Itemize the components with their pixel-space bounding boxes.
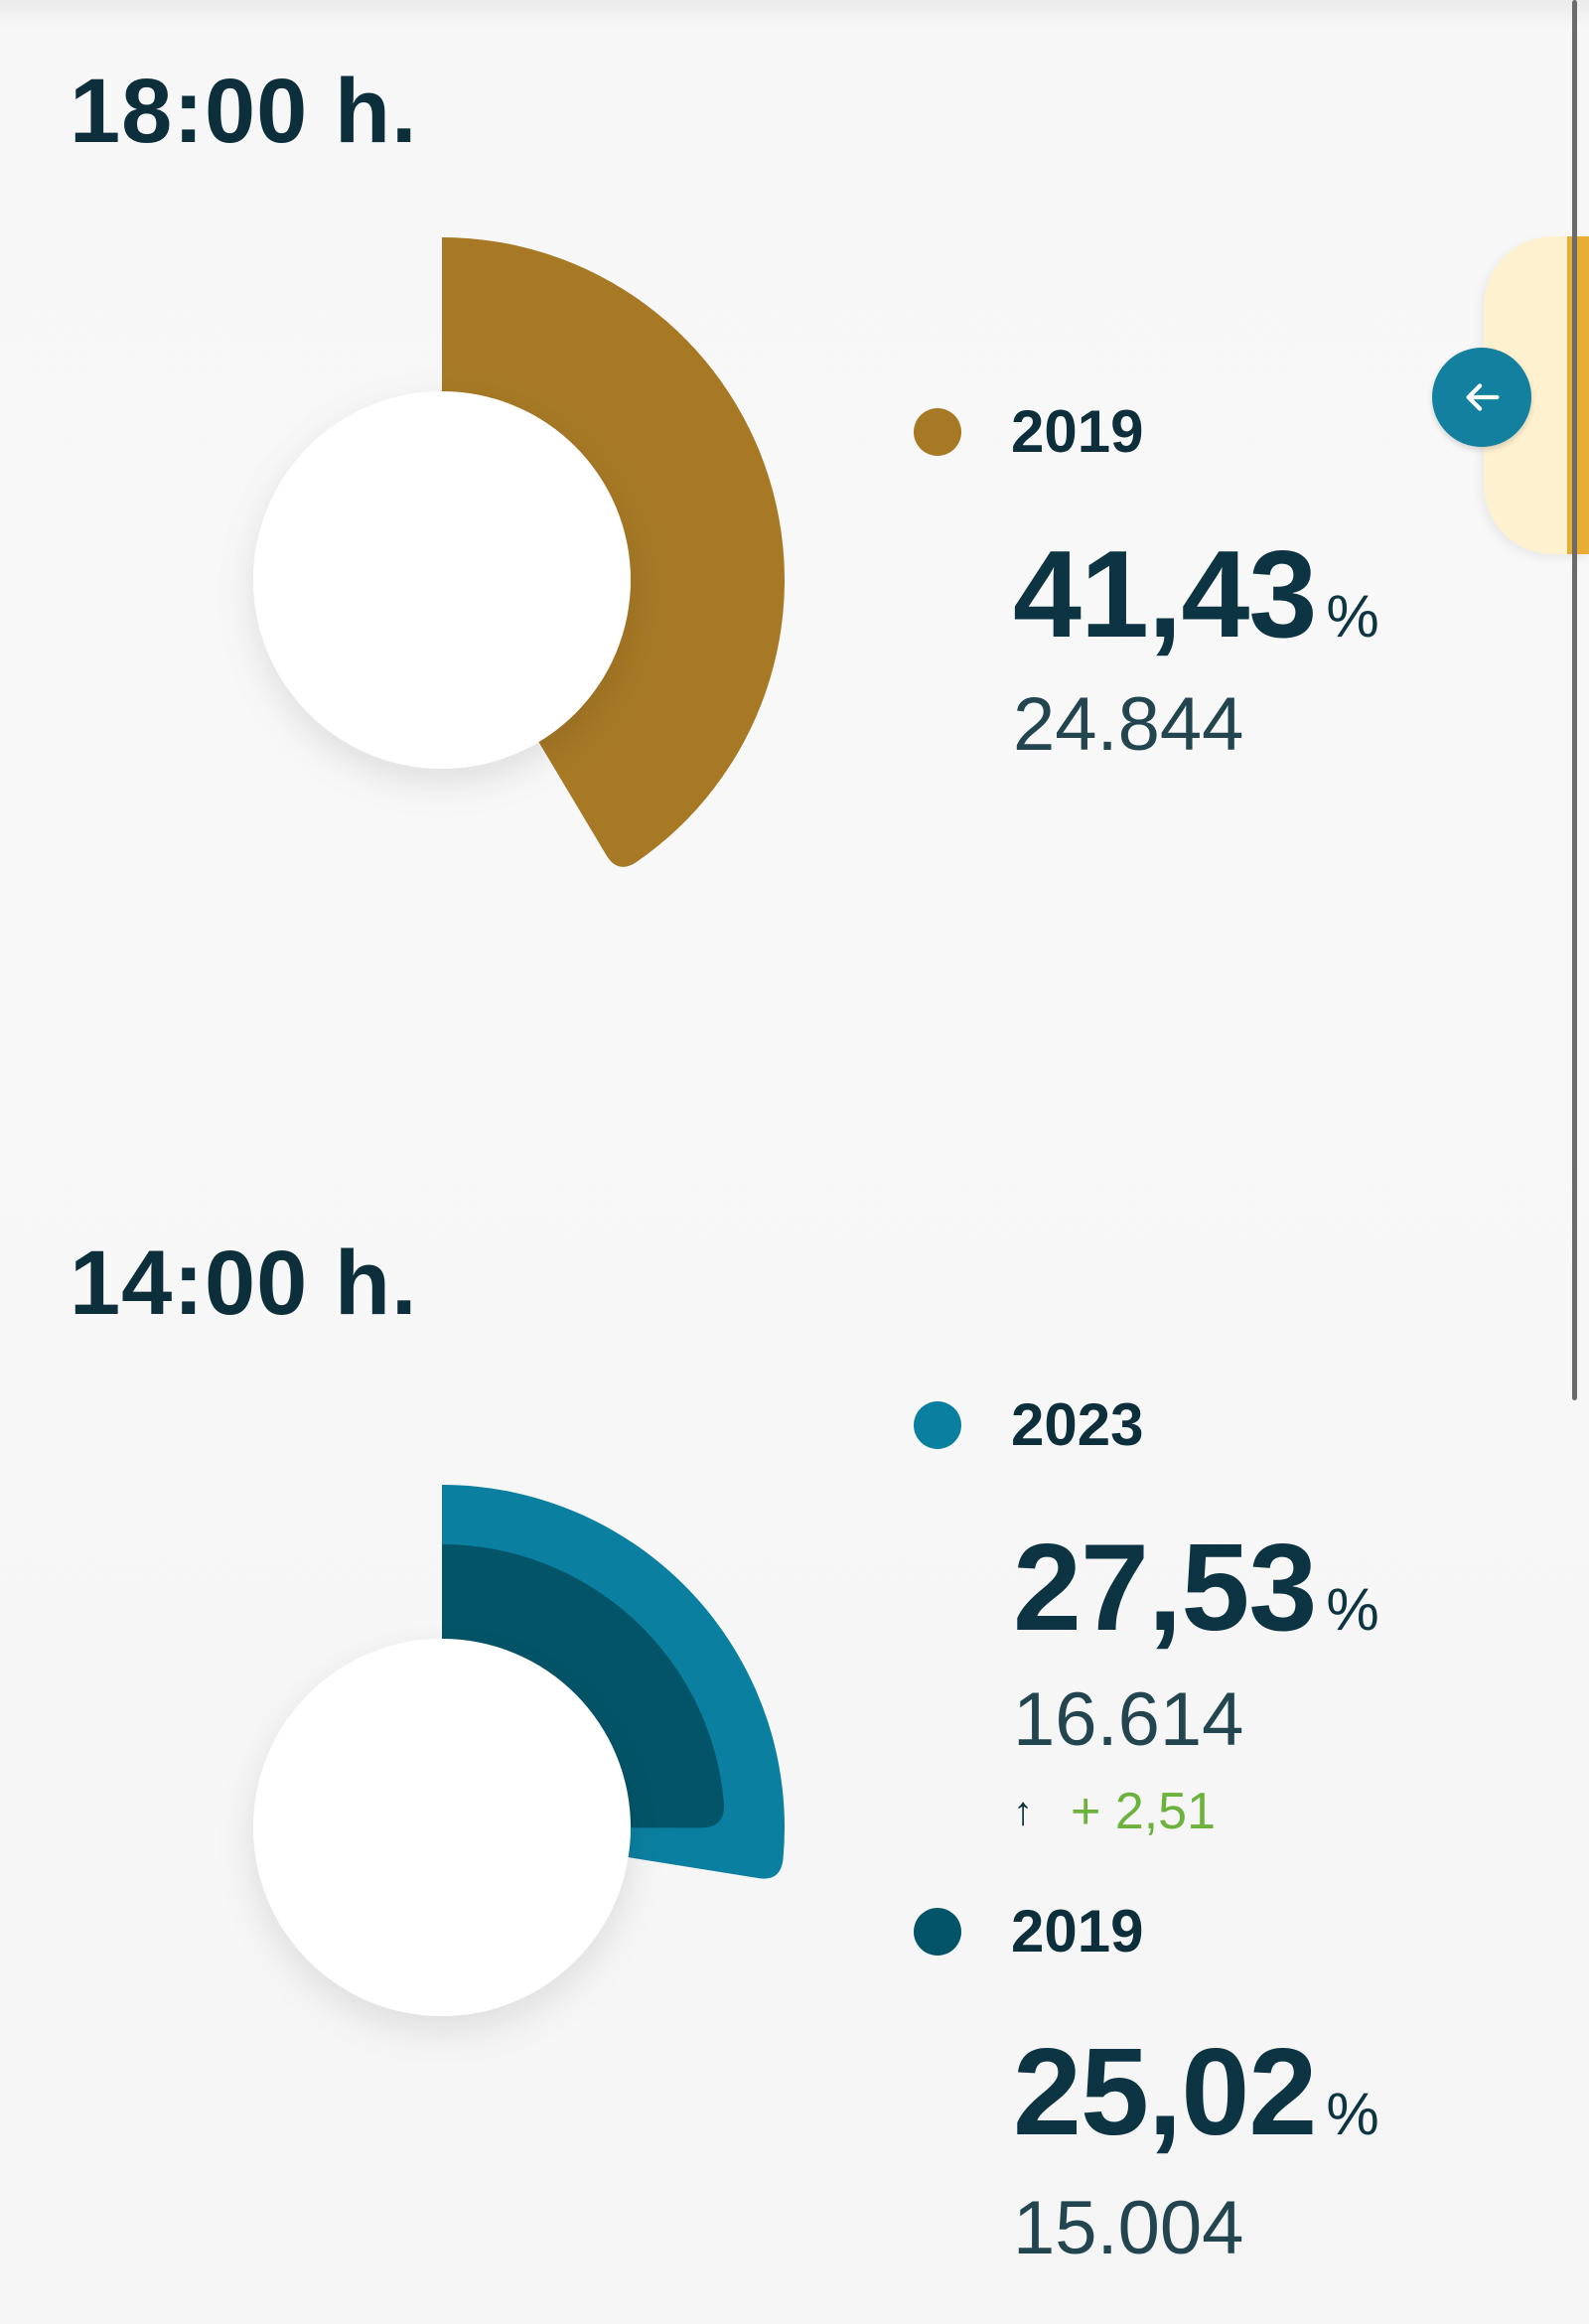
scrollbar[interactable] [1572,0,1577,1400]
chart-center-disc [253,391,631,769]
legend-dot [914,1400,961,1449]
section-title: 18:00 h. [70,61,418,162]
legend-item-2019: 2019 [914,397,1143,466]
legend-item-2023: 2023 [914,1390,1143,1459]
chart-center-disc [253,1639,631,2016]
back-button[interactable] [1432,348,1531,447]
legend-dot [914,1907,961,1956]
radial-chart-svg [253,1485,786,2016]
legend-year: 2019 [1011,398,1144,465]
legend-year: 2019 [1011,1898,1144,1964]
radial-chart-1400 [199,1485,794,2125]
count-value: 24.844 [1013,682,1244,767]
top-shadow [0,0,1589,28]
side-panel-accent [1567,236,1589,554]
count-value: 16.614 [1013,1677,1244,1762]
percentage: 27,53% [1013,1518,1379,1659]
count-value: 15.004 [1013,2186,1244,2270]
percentage-value: 27,53 [1013,1520,1317,1657]
percentage-value: 25,02 [1013,2024,1317,2161]
percentage: 25,02% [1013,2022,1379,2163]
percentage-unit: % [1326,1576,1379,1643]
arrow-left-icon [1466,383,1500,411]
section-title: 14:00 h. [70,1233,418,1334]
legend-dot [914,407,961,456]
percentage-unit: % [1326,2081,1379,2147]
radial-chart-svg [253,237,785,867]
percentage-value: 41,43 [1013,526,1317,663]
percentage-unit: % [1326,583,1379,650]
legend-year: 2023 [1011,1391,1144,1458]
legend-item-2019: 2019 [914,1897,1143,1965]
arrow-up-icon: ↑ [1013,1789,1033,1833]
arc-2019 [442,1544,725,1828]
change-value: + 2,51 [1071,1783,1217,1840]
radial-chart-1800 [199,237,794,878]
percentage: 41,43% [1013,524,1379,665]
change-indicator: ↑ + 2,51 [1013,1782,1216,1841]
